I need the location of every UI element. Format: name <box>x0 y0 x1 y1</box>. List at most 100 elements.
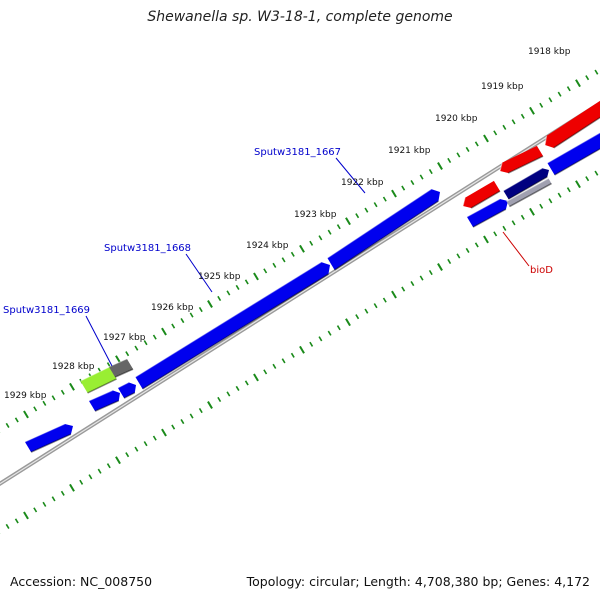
tick-mark-inner <box>529 207 535 216</box>
tick-mark-inner <box>97 468 102 474</box>
tick-mark-inner <box>309 341 314 347</box>
kbp-label: 1918 kbp <box>528 47 571 57</box>
gene-navy-body <box>503 168 549 200</box>
tick-mark-outer <box>419 174 424 180</box>
tick-mark-inner <box>125 452 130 458</box>
tick-mark-inner <box>217 396 222 403</box>
kbp-labels: 1918 kbp 1919 kbp 1920 kbp 1921 kbp 1922 kbp… <box>4 47 571 401</box>
tick-mark-outer <box>483 134 489 143</box>
tick-mark-inner <box>456 253 461 259</box>
gene-sputw3181-1667-highlight <box>327 188 432 259</box>
tick-marks <box>0 69 599 534</box>
tick-mark-outer <box>106 362 111 368</box>
gene-sputw3181-1667 <box>327 188 440 271</box>
tick-mark-inner <box>520 214 525 220</box>
tick-mark-inner <box>152 435 157 441</box>
gene-silver-highlight <box>506 177 549 202</box>
tick-mark-inner <box>51 496 56 502</box>
genome-title: Shewanella sp. W3-18-1, complete genome <box>147 9 453 25</box>
gene-red-a <box>462 180 501 209</box>
kbp-label: 1929 kbp <box>4 391 47 401</box>
tick-mark-inner <box>23 511 29 520</box>
gene-sputw3181-1668-body <box>135 262 330 390</box>
tick-mark-inner <box>511 220 516 226</box>
kbp-label: 1923 kbp <box>294 210 337 220</box>
tick-mark-outer <box>364 207 369 213</box>
tick-mark-outer <box>143 340 148 346</box>
gene-left-blue-highlight <box>24 423 66 443</box>
tick-mark-inner <box>474 242 479 248</box>
tick-mark-outer <box>594 69 599 75</box>
tick-mark-inner <box>14 518 19 524</box>
tick-mark-outer <box>33 406 38 412</box>
gene-short-blue-a-highlight <box>88 389 113 402</box>
gene-red-b <box>499 145 544 174</box>
kbp-label: 1928 kbp <box>52 362 95 372</box>
tick-mark-inner <box>272 363 277 369</box>
tick-mark-outer <box>355 213 360 219</box>
tick-mark-inner <box>5 523 10 529</box>
gene-short-blue-a <box>88 389 120 412</box>
tick-mark-inner <box>290 352 295 358</box>
tick-mark-inner <box>171 424 176 430</box>
tick-mark-outer <box>520 113 525 119</box>
tick-mark-inner <box>33 507 38 513</box>
tick-mark-outer <box>309 240 314 246</box>
tick-mark-inner <box>106 463 111 469</box>
gene-navy-shadow <box>508 176 548 200</box>
gene-navy-highlight <box>503 167 543 192</box>
kbp-label: 1919 kbp <box>481 82 524 92</box>
gene-biod-body <box>466 198 508 228</box>
pointer-1669 <box>85 315 113 367</box>
tick-mark-outer <box>134 345 139 351</box>
tick-mark-outer <box>474 141 479 147</box>
tick-mark-outer <box>235 284 240 290</box>
tick-mark-outer <box>14 417 19 423</box>
tick-mark-inner <box>391 290 397 299</box>
tick-mark-outer <box>263 268 268 274</box>
tick-mark-outer <box>244 279 249 285</box>
gene-red-b-body <box>500 145 544 174</box>
tick-mark-outer <box>23 410 29 419</box>
gene-red-c-body <box>545 100 600 148</box>
tick-mark-inner <box>253 373 259 382</box>
gene-biod-highlight <box>466 198 501 218</box>
gene-sputw3181-1668-highlight <box>135 261 322 378</box>
tick-mark-inner <box>493 231 498 237</box>
topology-text: Topology: circular; Length: 4,708,380 bp… <box>246 574 590 589</box>
tick-mark-inner <box>437 263 443 271</box>
tick-mark-inner <box>281 358 286 364</box>
kbp-label: 1925 kbp <box>198 272 241 282</box>
tick-mark-outer <box>382 196 387 202</box>
tick-mark-inner <box>226 391 231 397</box>
tick-mark-outer <box>299 244 305 253</box>
tick-mark-inner <box>465 247 470 253</box>
kbp-label: 1926 kbp <box>151 303 194 313</box>
gene-left-blue-shadow <box>30 433 72 453</box>
tick-mark-outer <box>161 327 167 336</box>
kbp-label: 1921 kbp <box>388 146 431 156</box>
gene-features <box>24 100 600 453</box>
tick-mark-inner <box>263 369 268 375</box>
tick-mark-inner <box>548 198 553 204</box>
gene-short-blue-b <box>117 381 136 399</box>
tick-mark-inner <box>60 490 65 496</box>
tick-mark-inner <box>419 275 424 281</box>
tick-mark-outer <box>290 251 295 257</box>
tick-mark-outer <box>336 224 341 230</box>
tick-mark-inner <box>382 297 387 303</box>
gene-red-a-body <box>463 180 501 209</box>
tick-mark-inner <box>42 501 47 507</box>
gene-biod-shadow <box>472 208 507 228</box>
gene-red-c <box>544 100 600 149</box>
gene-short-blue-a-body <box>88 390 120 412</box>
tick-mark-inner <box>207 401 213 409</box>
gene-label: Sputw3181_1669 <box>3 305 90 316</box>
tick-mark-inner <box>566 187 571 193</box>
kbp-label: 1922 kbp <box>341 178 384 188</box>
tick-mark-inner <box>198 407 203 414</box>
tick-mark-outer <box>585 75 590 81</box>
tick-mark-inner <box>355 314 360 320</box>
gene-green-body <box>80 366 117 394</box>
